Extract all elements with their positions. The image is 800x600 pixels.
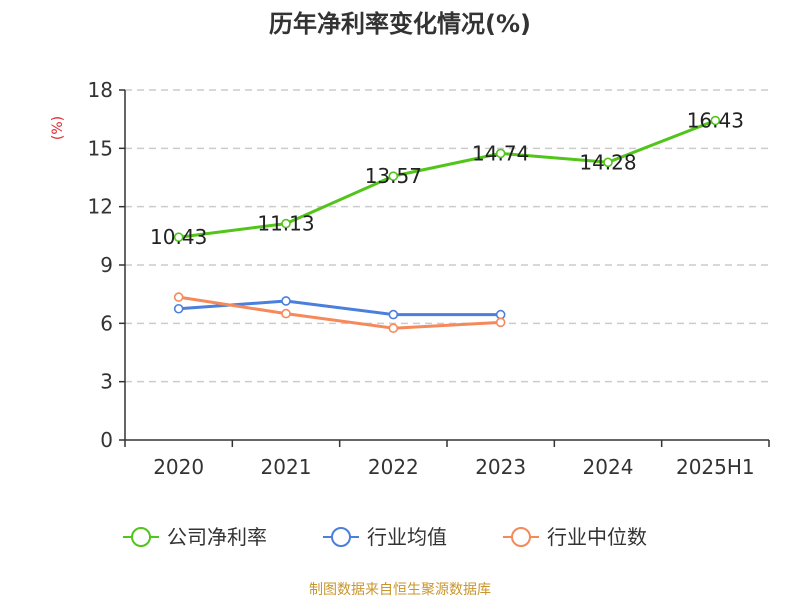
y-tick-label: 9 (100, 253, 113, 277)
series-line-0 (178, 119, 716, 239)
data-label: 10.43 (150, 225, 207, 249)
y-tick-label: 12 (88, 195, 113, 219)
legend-label: 公司净利率 (167, 525, 267, 549)
data-point-s1-0 (173, 303, 184, 314)
x-tick-label: 2024 (583, 455, 634, 479)
y-tick-label: 3 (100, 370, 113, 394)
data-label: 11.13 (257, 212, 314, 236)
data-point-s2-1 (281, 308, 291, 319)
y-tick-label: 6 (100, 311, 113, 335)
x-tick-label: 2025H1 (676, 455, 755, 479)
axes: 0 3 6 9 12 15 18 2020 2021 2022 2023 2024 2025H1 (88, 78, 770, 479)
legend-item-1[interactable]: 行业均值 (323, 525, 447, 549)
y-tick-label: 0 (100, 428, 113, 452)
legend-label: 行业中位数 (547, 525, 647, 549)
series-layer (173, 115, 721, 333)
grid-lines (125, 89, 769, 383)
y-axis-unit-label: (%) (50, 116, 66, 140)
data-point-s0-0 (173, 232, 184, 242)
legend-swatch-marker (511, 527, 531, 547)
data-label: 13.57 (365, 164, 422, 188)
x-tick-label: 2022 (368, 455, 419, 479)
legend-item-2[interactable]: 行业中位数 (503, 525, 647, 549)
source-note: 制图数据来自恒生聚源数据库 (309, 582, 491, 598)
data-label: 14.28 (579, 150, 636, 174)
data-point-s2-2 (388, 323, 399, 333)
y-tick-label: 15 (88, 136, 113, 160)
data-point-s0-3 (495, 148, 506, 159)
x-tick-label: 2020 (153, 455, 204, 479)
legend-item-0[interactable]: 公司净利率 (123, 525, 267, 549)
data-point-s1-1 (281, 296, 291, 306)
data-point-s0-4 (603, 157, 613, 168)
data-point-s1-3 (495, 309, 506, 320)
legend-label: 行业均值 (367, 525, 447, 549)
x-tick-label: 2023 (475, 455, 526, 479)
chart-title: 历年净利率变化情况(%) (269, 10, 531, 38)
legend-swatch-marker (131, 527, 151, 547)
data-point-s0-5 (710, 115, 721, 126)
data-labels: 10.43 11.13 13.57 14.74 14.28 16.43 (150, 109, 744, 250)
series-line-2 (178, 295, 501, 330)
y-tick-label: 18 (88, 78, 113, 102)
data-point-s1-2 (388, 309, 399, 320)
data-label: 16.43 (687, 109, 744, 133)
data-point-s0-1 (281, 218, 291, 229)
x-tick-label: 2021 (261, 455, 312, 479)
data-point-s2-0 (173, 292, 184, 302)
data-point-s2-3 (495, 317, 506, 328)
legend: 公司净利率 行业均值 行业中位数 (123, 525, 647, 549)
legend-swatch-marker (331, 527, 351, 547)
data-point-s0-2 (388, 171, 399, 181)
data-label: 14.74 (472, 141, 529, 165)
